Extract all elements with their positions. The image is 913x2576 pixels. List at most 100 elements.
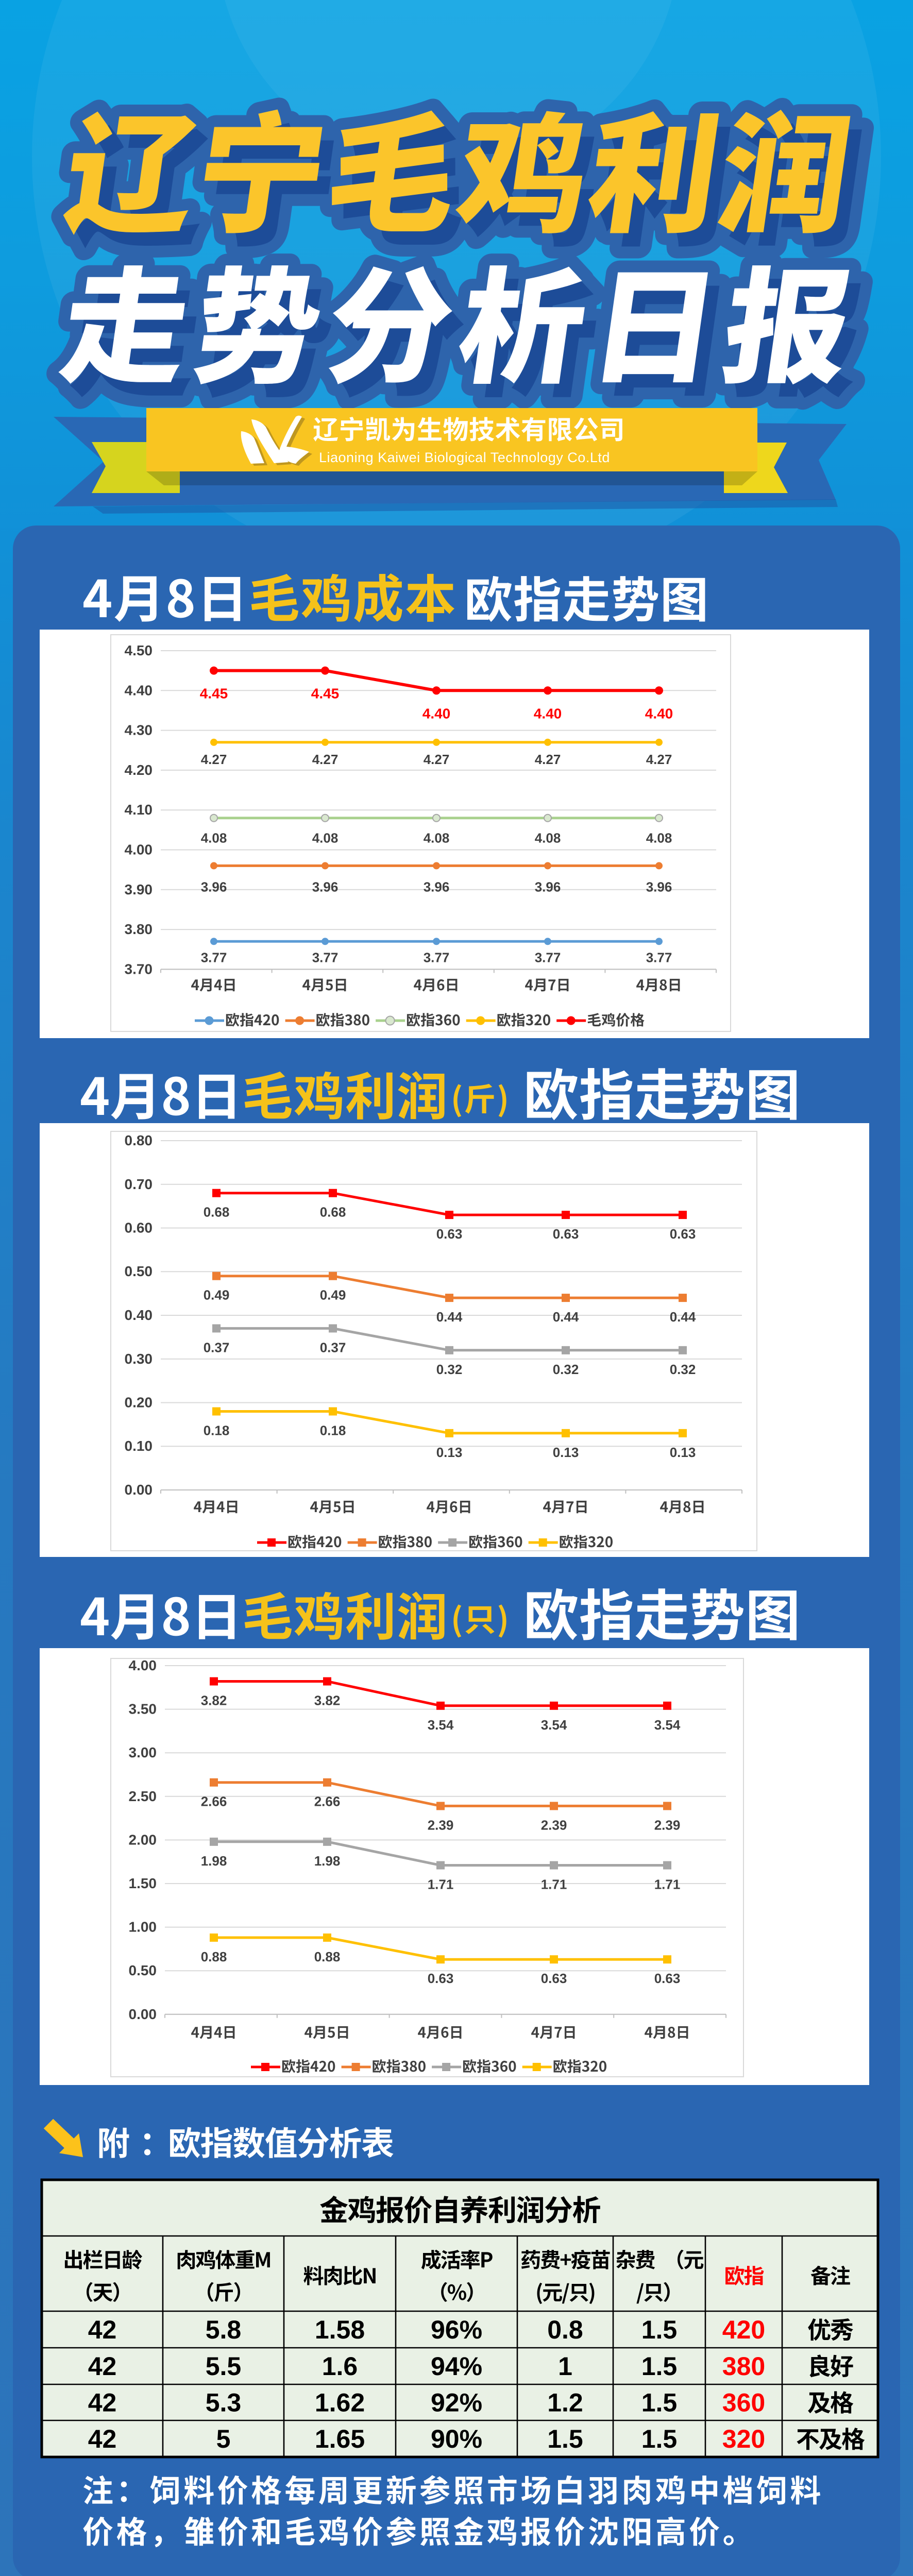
svg-text:3.54: 3.54 (428, 1717, 454, 1733)
svg-text:4.40: 4.40 (645, 705, 673, 721)
svg-text:0.88: 0.88 (201, 1949, 227, 1964)
svg-text:3.77: 3.77 (201, 950, 227, 965)
svg-text:3.77: 3.77 (312, 950, 339, 965)
svg-text:0.68: 0.68 (204, 1205, 230, 1220)
svg-text:2.50: 2.50 (129, 1788, 157, 1804)
svg-text:2.39: 2.39 (428, 1817, 454, 1833)
svg-text:4.27: 4.27 (201, 752, 227, 767)
svg-text:4.27: 4.27 (312, 752, 339, 767)
svg-text:3.82: 3.82 (201, 1693, 227, 1708)
svg-text:1.71: 1.71 (654, 1877, 681, 1892)
svg-text:4.45: 4.45 (200, 686, 228, 702)
svg-text:0.20: 0.20 (125, 1395, 153, 1411)
svg-text:4.00: 4.00 (129, 1657, 157, 1673)
svg-text:4.00: 4.00 (125, 842, 153, 858)
svg-text:0.13: 0.13 (436, 1445, 463, 1460)
svg-text:92%: 92% (431, 2388, 482, 2417)
svg-text:1.5: 1.5 (641, 2425, 678, 2453)
svg-text:320: 320 (722, 2425, 765, 2453)
svg-text:380: 380 (722, 2352, 765, 2381)
svg-text:1.2: 1.2 (547, 2388, 583, 2417)
svg-text:4.27: 4.27 (535, 752, 561, 767)
svg-text:4.45: 4.45 (311, 686, 340, 702)
svg-text:3.96: 3.96 (646, 879, 672, 894)
svg-text:0.63: 0.63 (553, 1226, 579, 1242)
svg-text:0.32: 0.32 (553, 1362, 579, 1377)
svg-text:2.66: 2.66 (314, 1794, 341, 1809)
svg-text:0.49: 0.49 (320, 1287, 346, 1303)
svg-text:3.77: 3.77 (535, 950, 561, 965)
svg-text:0.44: 0.44 (436, 1309, 463, 1325)
svg-text:0.00: 0.00 (129, 2006, 157, 2022)
svg-text:1.00: 1.00 (129, 1919, 157, 1935)
svg-text:0.44: 0.44 (553, 1309, 579, 1325)
svg-text:4.10: 4.10 (125, 802, 153, 818)
svg-text:4.27: 4.27 (424, 752, 450, 767)
svg-text:1.62: 1.62 (315, 2388, 365, 2417)
svg-text:0.40: 0.40 (125, 1307, 153, 1323)
svg-text:4.08: 4.08 (201, 831, 227, 846)
svg-text:5: 5 (216, 2425, 231, 2453)
svg-text:0.63: 0.63 (436, 1226, 463, 1242)
svg-text:3.82: 3.82 (314, 1693, 341, 1708)
svg-text:0.50: 0.50 (125, 1263, 153, 1279)
svg-text:3.96: 3.96 (312, 879, 339, 894)
svg-text:2.39: 2.39 (654, 1817, 681, 1833)
svg-text:3.96: 3.96 (535, 879, 561, 894)
svg-text:0.30: 0.30 (125, 1351, 153, 1367)
svg-text:0.10: 0.10 (125, 1438, 153, 1454)
svg-text:4.20: 4.20 (125, 762, 153, 778)
svg-text:0.18: 0.18 (320, 1423, 346, 1438)
svg-text:2.66: 2.66 (201, 1794, 227, 1809)
svg-text:0.13: 0.13 (670, 1445, 696, 1460)
svg-text:3.50: 3.50 (129, 1701, 157, 1717)
svg-text:0.00: 0.00 (125, 1482, 153, 1498)
svg-text:0.88: 0.88 (314, 1949, 341, 1964)
svg-text:0.32: 0.32 (436, 1362, 463, 1377)
svg-text:0.44: 0.44 (670, 1309, 696, 1325)
svg-text:1.5: 1.5 (641, 2352, 678, 2381)
svg-text:1.5: 1.5 (641, 2315, 678, 2344)
svg-text:3.77: 3.77 (424, 950, 450, 965)
svg-text:42: 42 (88, 2352, 117, 2381)
svg-text:0.63: 0.63 (654, 1971, 681, 1986)
svg-text:94%: 94% (431, 2352, 482, 2381)
svg-text:42: 42 (88, 2388, 117, 2417)
svg-text:1.71: 1.71 (541, 1877, 567, 1892)
svg-text:0.49: 0.49 (204, 1287, 230, 1303)
svg-text:4.08: 4.08 (646, 831, 672, 846)
svg-text:90%: 90% (431, 2425, 482, 2453)
svg-text:0.63: 0.63 (670, 1226, 696, 1242)
svg-text:1.6: 1.6 (322, 2352, 358, 2381)
svg-text:0.63: 0.63 (428, 1971, 454, 1986)
svg-text:3.54: 3.54 (541, 1717, 567, 1733)
svg-text:1.58: 1.58 (315, 2315, 365, 2344)
svg-text:0.50: 0.50 (129, 1962, 157, 1978)
svg-text:1.65: 1.65 (315, 2425, 365, 2453)
svg-text:42: 42 (88, 2315, 117, 2344)
svg-text:3.77: 3.77 (646, 950, 672, 965)
svg-text:420: 420 (722, 2315, 765, 2344)
svg-text:0.37: 0.37 (204, 1340, 230, 1355)
svg-text:4.40: 4.40 (534, 705, 562, 721)
svg-text:4.08: 4.08 (535, 831, 561, 846)
svg-text:1.5: 1.5 (641, 2388, 678, 2417)
svg-text:1.50: 1.50 (129, 1875, 157, 1891)
svg-text:0.13: 0.13 (553, 1445, 579, 1460)
svg-text:4.08: 4.08 (424, 831, 450, 846)
svg-text:1.71: 1.71 (428, 1877, 454, 1892)
svg-text:0.70: 0.70 (125, 1176, 153, 1192)
svg-text:Liaoning Kaiwei Biological Tec: Liaoning Kaiwei Biological Technology Co… (319, 450, 610, 465)
svg-text:360: 360 (722, 2388, 765, 2417)
svg-text:4.08: 4.08 (312, 831, 339, 846)
svg-text:1.98: 1.98 (201, 1853, 227, 1869)
svg-text:2.39: 2.39 (541, 1817, 567, 1833)
svg-text:4.50: 4.50 (125, 642, 153, 658)
svg-text:3.96: 3.96 (201, 879, 227, 894)
svg-text:3.90: 3.90 (125, 882, 153, 897)
svg-text:3.00: 3.00 (129, 1744, 157, 1760)
svg-text:3.54: 3.54 (654, 1717, 681, 1733)
svg-text:3.70: 3.70 (125, 961, 153, 977)
svg-text:1: 1 (558, 2352, 572, 2381)
svg-text:5.8: 5.8 (206, 2315, 242, 2344)
